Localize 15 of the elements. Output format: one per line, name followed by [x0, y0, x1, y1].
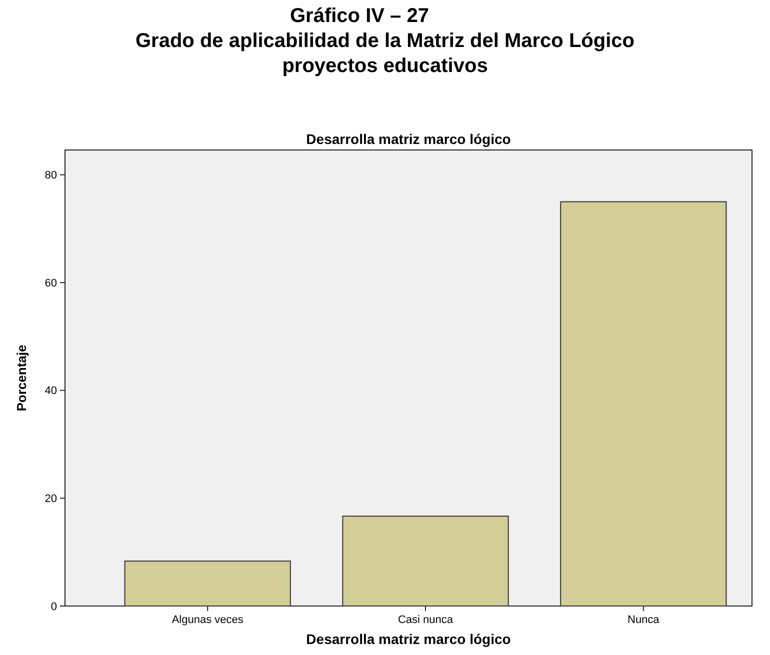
bar — [342, 516, 509, 606]
bar — [560, 201, 727, 606]
y-axis-title: Porcentaje — [14, 344, 29, 412]
y-tick-label: 0 — [50, 600, 57, 613]
y-tick-label: 20 — [44, 493, 57, 506]
x-tick-label: Nunca — [628, 614, 660, 626]
y-tick-label: 60 — [44, 277, 57, 290]
x-axis-title: Desarrolla matriz marco lógico — [306, 631, 511, 647]
x-tick-label: Casi nunca — [398, 614, 454, 626]
chart-title: Gráfico IV – 27 Grado de aplicabilidad de la Matriz del Marco Lógico proyectos educativos — [136, 5, 634, 77]
x-tick-label: Algunas veces — [172, 614, 244, 626]
y-tick-label: 40 — [44, 385, 57, 398]
bar — [124, 560, 291, 606]
text: Desarrolla matriz marco lógico — [306, 131, 511, 147]
y-tick-label: 80 — [44, 170, 57, 182]
